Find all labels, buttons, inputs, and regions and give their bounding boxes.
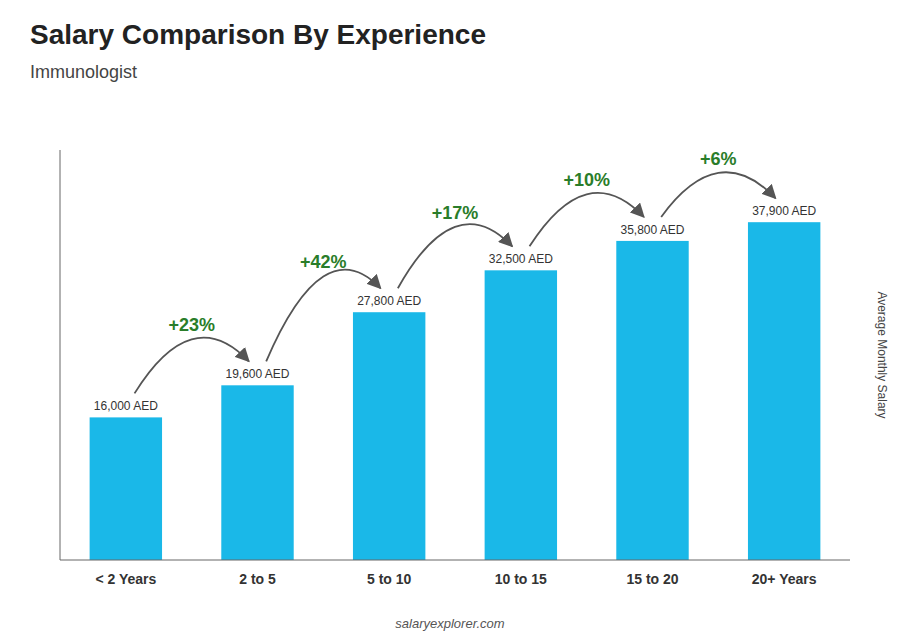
annotation: +10% bbox=[563, 170, 610, 190]
title: Salary Comparison By Experience bbox=[30, 19, 486, 50]
x-tick-label: 15 to 20 bbox=[626, 571, 678, 587]
x-tick-label: 10 to 15 bbox=[495, 571, 547, 587]
change-arrow bbox=[398, 224, 512, 288]
value-label: 19,600 AED bbox=[225, 367, 289, 381]
change-arrow bbox=[266, 270, 380, 362]
change-arrow bbox=[530, 193, 644, 247]
y-axis-label: Average Monthly Salary bbox=[875, 291, 889, 418]
bar bbox=[90, 417, 162, 560]
chart: Salary Comparison By Experience Immunolog… bbox=[0, 0, 900, 641]
bar bbox=[616, 241, 688, 560]
value-label: 27,800 AED bbox=[357, 294, 421, 308]
bar bbox=[221, 385, 293, 560]
bar bbox=[353, 312, 425, 560]
bars bbox=[90, 222, 821, 560]
value-label: 32,500 AED bbox=[489, 252, 553, 266]
change-arrow bbox=[135, 338, 249, 394]
x-tick-label: 2 to 5 bbox=[239, 571, 276, 587]
x-axis-line bbox=[60, 560, 850, 561]
x-tick-label: < 2 Years bbox=[95, 571, 156, 587]
annotation: +23% bbox=[168, 315, 215, 335]
annotation: +42% bbox=[300, 252, 347, 272]
value-label: 37,900 AED bbox=[752, 204, 816, 218]
value-label: 35,800 AED bbox=[620, 223, 684, 237]
value-label: 16,000 AED bbox=[94, 399, 158, 413]
y-axis-line bbox=[60, 150, 61, 560]
bar bbox=[748, 222, 820, 560]
footer: salaryexplorer.com bbox=[395, 616, 505, 631]
annotation: +6% bbox=[700, 149, 737, 169]
x-tick-label: 5 to 10 bbox=[367, 571, 412, 587]
annotation: +17% bbox=[432, 203, 479, 223]
bar bbox=[485, 270, 557, 560]
subtitle: Immunologist bbox=[30, 62, 137, 82]
x-tick-label: 20+ Years bbox=[752, 571, 817, 587]
change-arrow bbox=[661, 172, 775, 217]
